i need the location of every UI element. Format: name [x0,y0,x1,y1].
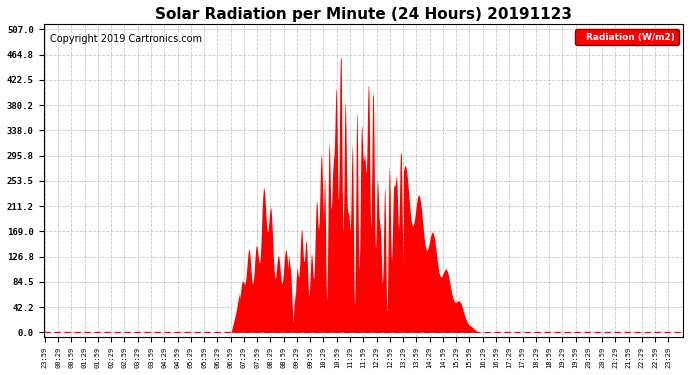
Legend: Radiation (W/m2): Radiation (W/m2) [575,29,678,45]
Title: Solar Radiation per Minute (24 Hours) 20191123: Solar Radiation per Minute (24 Hours) 20… [155,7,572,22]
Text: Copyright 2019 Cartronics.com: Copyright 2019 Cartronics.com [50,34,202,44]
